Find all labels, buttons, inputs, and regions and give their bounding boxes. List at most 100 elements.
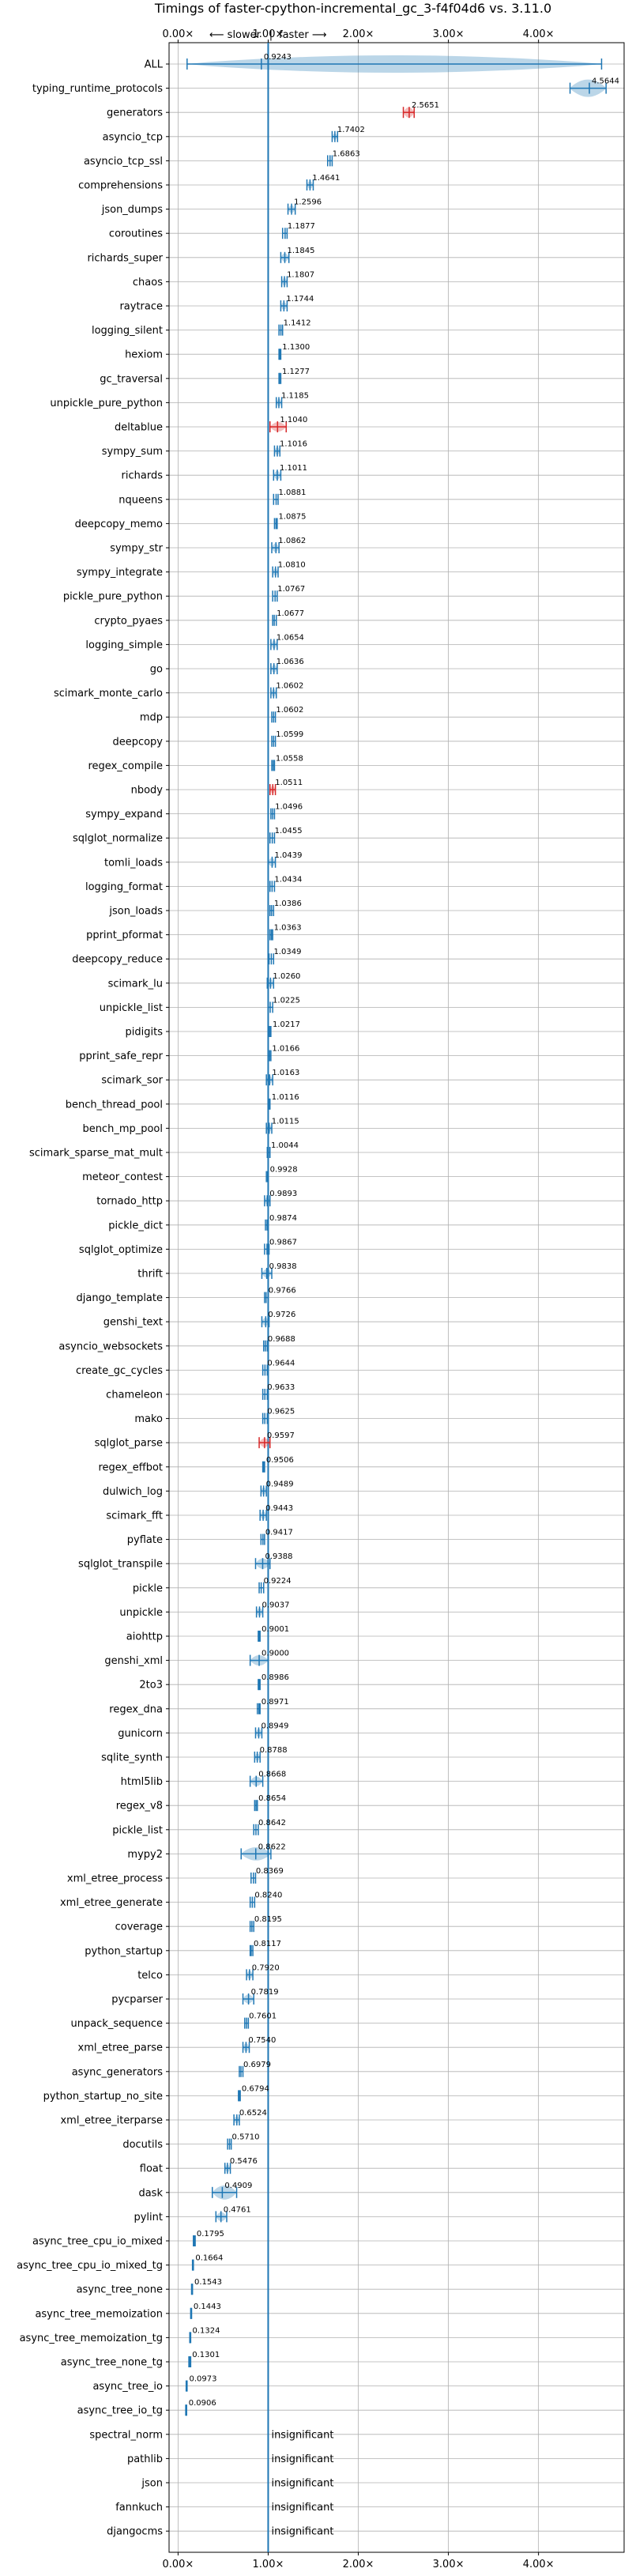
value-label: 1.0875 (278, 512, 306, 521)
row-label: deltablue (115, 422, 163, 434)
row-label: asyncio_tcp_ssl (84, 156, 163, 168)
chart-title: Timings of faster-cpython-incremental_gc… (154, 1, 551, 17)
row-label: create_gc_cycles (76, 1365, 163, 1377)
direction-slower-label: ⟵ slower (209, 29, 261, 41)
row-label: asyncio_websockets (58, 1341, 163, 1352)
value-label: 1.0810 (278, 561, 306, 570)
value-label: 2.5651 (412, 101, 439, 110)
value-label: 0.1664 (195, 2254, 223, 2263)
value-label: 1.1016 (280, 440, 307, 449)
x-tick-label-bottom: 4.00× (523, 2559, 555, 2570)
value-label: 1.7402 (337, 126, 365, 134)
row-label: mypy2 (127, 1849, 163, 1861)
x-tick-label-bottom: 2.00× (343, 2559, 374, 2570)
value-label: 1.0455 (275, 827, 303, 835)
value-label: 1.0166 (272, 1045, 299, 1054)
value-label: 0.5476 (230, 2157, 258, 2166)
row-label: chaos (133, 277, 163, 289)
value-label: 0.8622 (258, 1842, 286, 1851)
row-label: bench_mp_pool (82, 1123, 163, 1135)
row-label: richards_super (87, 252, 163, 264)
row-label: pickle_list (112, 1824, 163, 1836)
row-label: deepcopy_memo (75, 519, 163, 530)
value-label: 0.8668 (258, 1771, 286, 1779)
value-label: 1.0767 (277, 585, 305, 594)
row-label: pidigits (126, 1027, 164, 1039)
row-label: unpickle (119, 1607, 163, 1619)
row-label: python_startup (85, 1945, 163, 1957)
insignificant-label: insignificant (271, 2526, 333, 2538)
value-label: 0.7920 (252, 1963, 280, 1972)
value-label: 1.0434 (274, 875, 302, 884)
row-label: unpack_sequence (70, 2018, 163, 2030)
value-label: 1.0349 (273, 948, 301, 956)
row-label: sqlglot_parse (95, 1438, 163, 1450)
value-label: 0.8195 (254, 1915, 282, 1924)
value-label: 1.0386 (274, 900, 302, 908)
row-label: mdp (140, 712, 163, 724)
row-label: sympy_integrate (77, 567, 163, 579)
value-label: 0.9625 (267, 1408, 295, 1416)
value-label: 0.1543 (194, 2278, 222, 2287)
row-label: aiohttp (126, 1631, 163, 1643)
value-label: 1.0602 (276, 682, 303, 691)
row-label: sympy_str (110, 543, 163, 555)
direction-separator: | (269, 29, 273, 41)
row-label: fannkuch (115, 2502, 163, 2514)
value-label: 1.0363 (274, 924, 302, 933)
value-label: 1.0217 (273, 1020, 300, 1029)
row-label: async_tree_io_tg (77, 2405, 163, 2417)
row-label: nqueens (118, 494, 163, 506)
row-label: async_generators (72, 2066, 164, 2078)
x-tick-label-top: 4.00× (523, 28, 555, 40)
row-label: chameleon (106, 1390, 163, 1401)
row-label: asyncio_tcp (103, 131, 163, 143)
value-label: 0.8642 (258, 1819, 286, 1827)
row-label: regex_v8 (116, 1801, 163, 1812)
row-label: docutils (122, 2139, 163, 2151)
row-label: logging_simple (85, 639, 163, 651)
insignificant-label: insignificant (271, 2502, 333, 2514)
value-label: 1.1040 (280, 416, 307, 424)
row-label: sqlglot_optimize (79, 1244, 163, 1256)
row-label: deepcopy_reduce (72, 954, 163, 966)
value-label: 0.1324 (193, 2326, 220, 2335)
violin-marks: 0.9243 4.5644 2.5651 1.7402 1.6863 1.4641 1.25… (185, 53, 619, 2538)
value-label: 1.4641 (312, 174, 340, 183)
value-label: 1.0260 (273, 972, 300, 981)
row-label: genshi_xml (104, 1655, 163, 1667)
value-label: 1.0881 (279, 488, 307, 497)
row-label: xml_etree_iterparse (60, 2115, 163, 2127)
row-label: spectral_norm (89, 2429, 163, 2441)
row-label: nbody (131, 785, 164, 797)
x-tick-label-top: 0.00× (162, 28, 194, 40)
value-label: 1.0654 (276, 633, 304, 642)
value-label: 0.9417 (265, 1529, 293, 1537)
value-label: 0.4761 (224, 2205, 251, 2214)
row-label: pickle (133, 1582, 163, 1594)
value-label: 0.8240 (254, 1891, 282, 1900)
value-label: 1.0636 (276, 658, 304, 666)
value-label: 0.9644 (267, 1359, 295, 1367)
row-label: dulwich_log (103, 1486, 163, 1498)
value-label: 0.9000 (261, 1650, 289, 1658)
value-label: 0.1795 (197, 2230, 224, 2238)
value-label: 0.9001 (261, 1625, 289, 1634)
row-label: python_startup_no_site (43, 2091, 163, 2103)
row-label: unpickle_pure_python (50, 398, 163, 409)
row-label: meteor_contest (82, 1171, 163, 1183)
value-label: 0.8369 (256, 1867, 284, 1876)
value-label: 0.8654 (258, 1794, 286, 1803)
row-label: scimark_lu (108, 978, 163, 990)
row-label: logging_format (85, 881, 163, 893)
row-label: html5lib (121, 1776, 163, 1788)
value-label: 1.1877 (288, 222, 315, 231)
value-label: 1.1412 (284, 319, 311, 328)
insignificant-label: insignificant (271, 2478, 333, 2490)
row-label: gunicorn (118, 1728, 163, 1740)
value-label: 1.1744 (286, 295, 314, 304)
x-tick-label-bottom: 3.00× (433, 2559, 465, 2570)
row-label: scimark_sor (101, 1075, 163, 1087)
row-label: json (141, 2478, 163, 2490)
row-label: telco (137, 1970, 163, 1982)
